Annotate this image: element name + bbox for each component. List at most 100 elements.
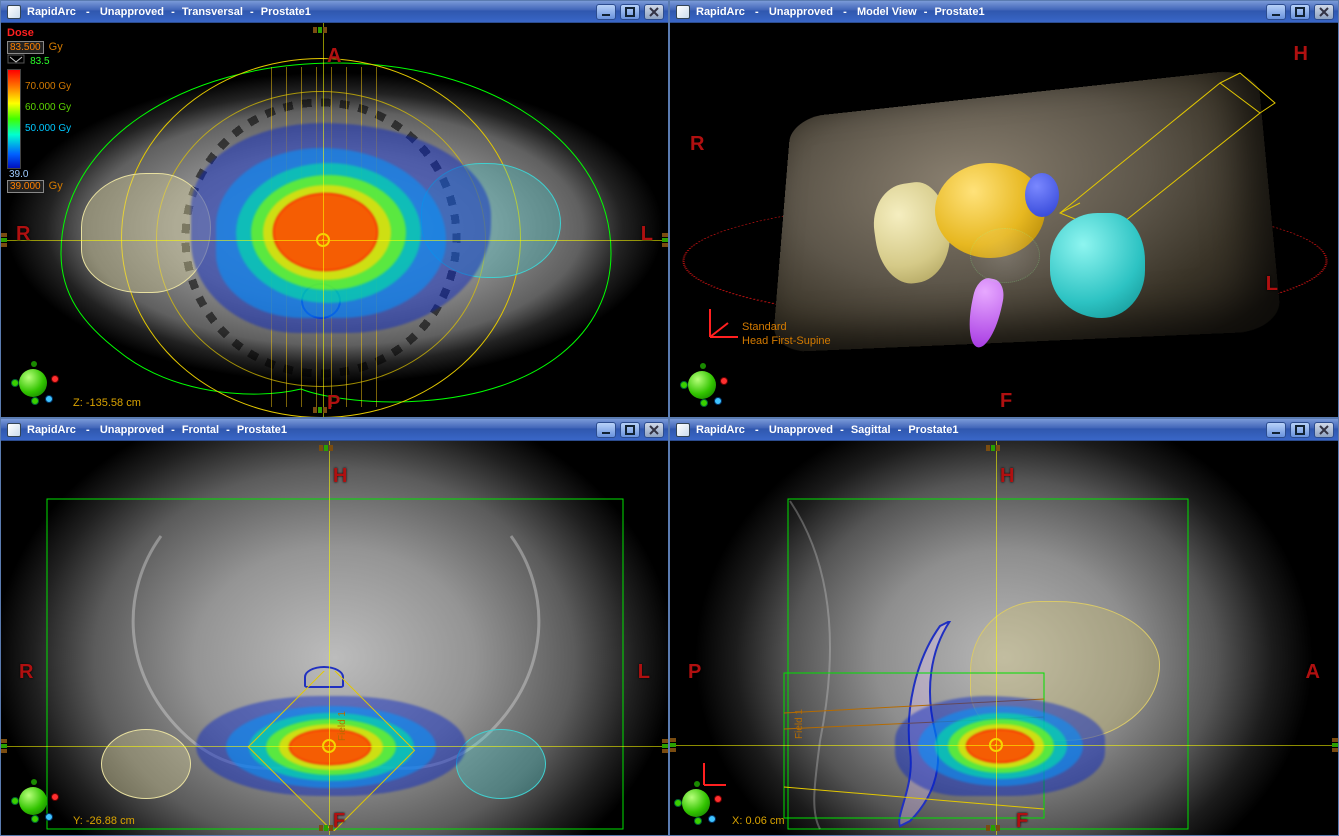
orient-posterior: P xyxy=(688,661,701,684)
orient-head: H xyxy=(1294,43,1308,66)
legend-unit: Gy xyxy=(49,41,63,53)
maximize-button[interactable] xyxy=(620,422,640,438)
orientation-text: Standard Head First-Supine xyxy=(742,321,831,349)
legend-colorbar xyxy=(7,69,21,169)
crosshair-vertical[interactable] xyxy=(323,23,324,417)
slice-coordinate: Z: -135.58 cm xyxy=(73,397,141,409)
orient-left: L xyxy=(641,223,653,246)
legend-tick-60: 60.000 Gy xyxy=(25,102,71,113)
legend-tick-70: 70.000 Gy xyxy=(25,81,71,92)
close-button[interactable] xyxy=(644,4,664,20)
structure-femur-left-3d xyxy=(1050,213,1145,318)
legend-max-box[interactable]: 83.500 xyxy=(7,41,44,54)
isodose-80 xyxy=(273,193,378,271)
title-sep: - xyxy=(755,424,759,436)
orientation-position: Head First-Supine xyxy=(742,335,831,349)
title-sep: - xyxy=(171,6,175,18)
titlebar-model[interactable]: RapidArc - Unapproved - Model View - Pro… xyxy=(670,1,1338,23)
title-patient: Prostate1 xyxy=(237,424,287,436)
slice-coordinate: X: 0.06 cm xyxy=(732,815,785,827)
crosshair-vertical[interactable] xyxy=(996,441,997,835)
legend-max-tick: 83.5 xyxy=(30,56,49,67)
edge-mark-left xyxy=(670,738,676,752)
title-app: RapidArc xyxy=(696,424,745,436)
crosshair-horizontal[interactable] xyxy=(670,745,1338,746)
edge-mark-left xyxy=(1,233,7,247)
orient-left: L xyxy=(1266,273,1278,296)
edge-mark-top xyxy=(319,445,333,451)
maximize-button[interactable] xyxy=(620,4,640,20)
minimize-button[interactable] xyxy=(596,4,616,20)
orientation-widget[interactable] xyxy=(680,359,740,411)
orientation-standard: Standard xyxy=(742,321,831,335)
title-view: Model View xyxy=(857,6,917,18)
legend-min-box[interactable]: 39.000 xyxy=(7,180,44,193)
isocenter-marker[interactable] xyxy=(989,738,1003,752)
viewport-sagittal[interactable]: Field 1 H F P A X: 0.06 c xyxy=(670,441,1338,835)
close-button[interactable] xyxy=(644,422,664,438)
panel-sagittal: RapidArc - Unapproved - Sagittal - Prost… xyxy=(669,418,1339,836)
edge-mark-bottom xyxy=(313,407,327,413)
title-sep: - xyxy=(843,6,847,18)
titlebar-transversal[interactable]: RapidArc - Unapproved - Transversal - Pr… xyxy=(1,1,668,23)
field-label: Field 1 xyxy=(794,709,805,739)
title-sep: - xyxy=(171,424,175,436)
title-sep: - xyxy=(924,6,928,18)
orient-right: R xyxy=(19,661,33,684)
edge-mark-top xyxy=(986,445,1000,451)
orient-right: R xyxy=(690,133,704,156)
titlebar-frontal[interactable]: RapidArc - Unapproved - Frontal - Prosta… xyxy=(1,419,668,441)
edge-mark-left xyxy=(1,739,7,753)
orientation-widget[interactable] xyxy=(674,777,734,829)
close-button[interactable] xyxy=(1314,422,1334,438)
edge-mark-right xyxy=(1332,738,1338,752)
orient-anterior: A xyxy=(327,45,341,68)
edge-mark-right xyxy=(662,233,668,247)
orientation-widget[interactable] xyxy=(11,357,71,409)
edge-mark-top xyxy=(313,27,327,33)
viewport-transversal[interactable]: A P R L Dose 83.500 Gy 83.5 70.000 Gy 60… xyxy=(1,23,668,417)
legend-title: Dose xyxy=(7,27,71,39)
minimize-button[interactable] xyxy=(1266,4,1286,20)
orient-head: H xyxy=(333,465,347,488)
isocenter-marker[interactable] xyxy=(322,739,336,753)
orient-right: R xyxy=(16,223,30,246)
crosshair-vertical[interactable] xyxy=(329,441,330,835)
edge-mark-bottom xyxy=(986,825,1000,831)
legend-collapse-icon[interactable] xyxy=(7,54,25,64)
dose-legend: Dose 83.500 Gy 83.5 70.000 Gy 60.000 Gy … xyxy=(7,27,71,193)
orient-foot: F xyxy=(1000,390,1012,413)
viewport-model[interactable]: H F R L Standard Head First-Supine xyxy=(670,23,1338,417)
orient-foot: F xyxy=(333,810,345,833)
legend-unit2: Gy xyxy=(49,180,63,192)
maximize-button[interactable] xyxy=(1290,422,1310,438)
edge-mark-right xyxy=(662,739,668,753)
window-icon xyxy=(676,5,690,19)
isocenter-marker[interactable] xyxy=(316,233,330,247)
structure-rectum-3d xyxy=(1025,173,1059,217)
orient-anterior: A xyxy=(1306,661,1320,684)
title-sep: - xyxy=(898,424,902,436)
legend-min-tick: 39.0 xyxy=(9,169,71,180)
title-sep: - xyxy=(250,6,254,18)
close-button[interactable] xyxy=(1314,4,1334,20)
title-app: RapidArc xyxy=(27,6,76,18)
minimize-button[interactable] xyxy=(596,422,616,438)
title-view: Frontal xyxy=(182,424,219,436)
edge-mark-bottom xyxy=(319,825,333,831)
maximize-button[interactable] xyxy=(1290,4,1310,20)
crosshair-horizontal[interactable] xyxy=(1,240,668,241)
titlebar-sagittal[interactable]: RapidArc - Unapproved - Sagittal - Prost… xyxy=(670,419,1338,441)
orientation-widget[interactable] xyxy=(11,775,71,827)
title-sep: - xyxy=(755,6,759,18)
dose-cloud xyxy=(970,228,1040,283)
title-sep: - xyxy=(226,424,230,436)
legend-ticks: 70.000 Gy 60.000 Gy 50.000 Gy xyxy=(25,67,71,169)
window-icon xyxy=(7,5,21,19)
viewport-frontal[interactable]: Field 1 H F R L Y: -26.88 cm xyxy=(1,441,668,835)
orient-head: H xyxy=(1000,465,1014,488)
title-status: Unapproved xyxy=(769,424,833,436)
title-patient: Prostate1 xyxy=(934,6,984,18)
minimize-button[interactable] xyxy=(1266,422,1286,438)
title-view: Transversal xyxy=(182,6,243,18)
